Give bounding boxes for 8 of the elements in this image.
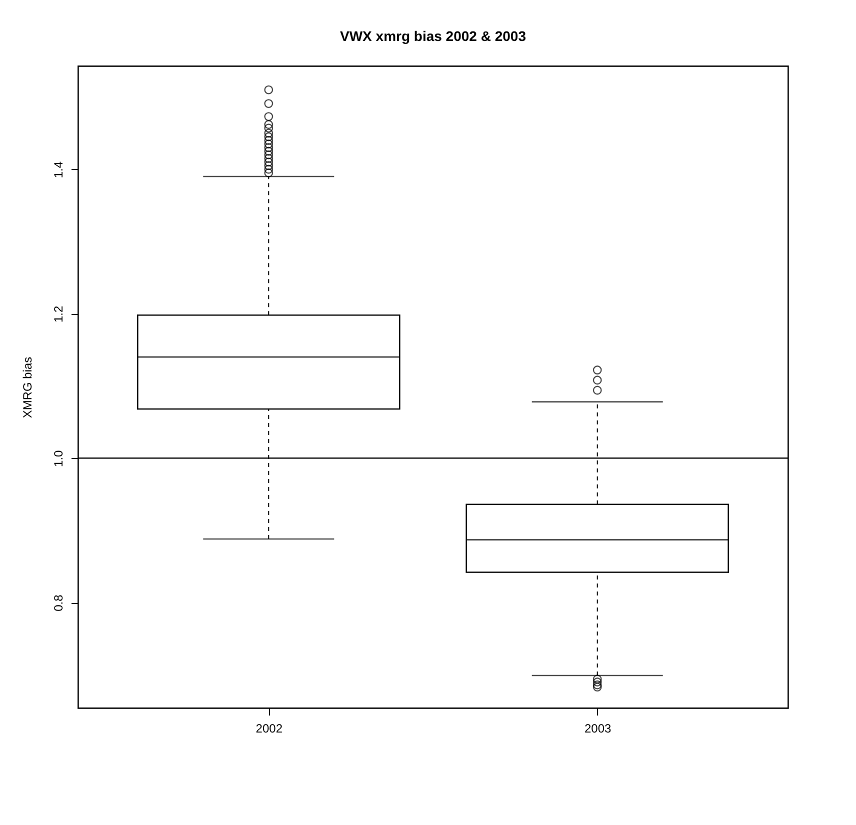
y-tick-label: 1.0 bbox=[52, 450, 66, 467]
y-tick-label: 1.2 bbox=[52, 306, 66, 323]
y-tick-label: 1.4 bbox=[52, 161, 66, 178]
chart-title: VWX xmrg bias 2002 & 2003 bbox=[340, 28, 526, 44]
y-axis-title: XMRG bias bbox=[20, 356, 34, 418]
x-tick-label: 2002 bbox=[256, 722, 283, 736]
x-tick-label: 2003 bbox=[584, 722, 612, 736]
y-tick-label: 0.8 bbox=[52, 594, 66, 612]
